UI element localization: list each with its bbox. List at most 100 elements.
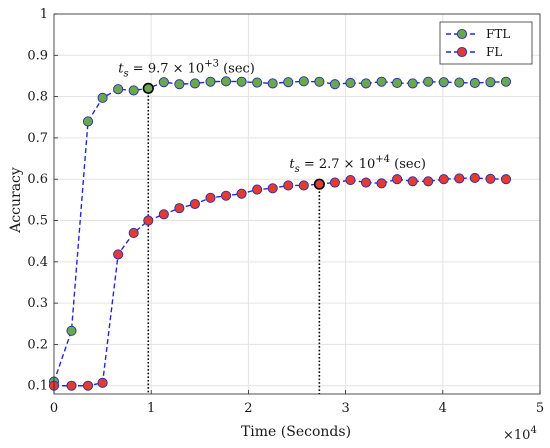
- x-tick-label: 1: [147, 401, 155, 416]
- y-tick-label: 0.8: [27, 90, 48, 105]
- data-point-ftl: [97, 92, 108, 103]
- data-point-fl: [113, 249, 124, 260]
- data-point-fl: [128, 227, 139, 238]
- highlighted-point: [142, 82, 154, 94]
- data-point-fl: [500, 174, 512, 185]
- annotation-sup: +4: [375, 154, 390, 165]
- x-tick-label: 5: [536, 401, 544, 416]
- data-point-fl: [485, 173, 496, 184]
- data-point-fl: [345, 174, 356, 186]
- annotations: ts = 9.7 × 10+3 (sec)ts = 2.7 × 10+4 (se…: [118, 58, 426, 175]
- y-tick-label: 0.2: [27, 337, 48, 352]
- x-tick-label: 0: [50, 401, 58, 416]
- data-point-fl: [360, 177, 372, 188]
- data-point-fl: [220, 190, 232, 201]
- data-point-ftl: [454, 77, 465, 88]
- data-point-ftl: [189, 78, 200, 89]
- annotation-unit: (sec): [390, 157, 426, 172]
- series-markers: [48, 76, 512, 391]
- x-exponent-mantissa: ×10: [503, 428, 530, 443]
- y-tick-label: 0.5: [27, 214, 48, 229]
- annotation-unit: (sec): [219, 61, 255, 76]
- data-point-ftl: [66, 325, 77, 336]
- data-point-fl: [454, 173, 465, 184]
- data-point-fl: [267, 183, 278, 194]
- data-point-fl: [392, 174, 403, 185]
- data-point-ftl: [407, 78, 418, 89]
- legend-label-fl: FL: [486, 45, 502, 59]
- annotation-var: t: [289, 157, 295, 172]
- y-tick-label: 0.6: [27, 172, 48, 187]
- annotation-sub: s: [124, 68, 129, 79]
- y-tick-labels: 0.1 0.2 0.3 0.4 0.5 0.6 0.7 0.8 0.9 1: [27, 7, 48, 394]
- data-point-fl: [283, 180, 294, 191]
- x-exponent-power: 4: [530, 425, 536, 436]
- data-point-ftl: [158, 77, 169, 88]
- plot-frame: [53, 13, 541, 395]
- legend-marker-fl: [456, 46, 468, 58]
- data-point-fl: [252, 184, 263, 195]
- annotation-label: ts = 9.7 × 10+3 (sec): [118, 58, 255, 79]
- x-tick-label: 4: [439, 401, 447, 416]
- data-point-ftl: [174, 79, 185, 90]
- data-point-ftl: [485, 77, 496, 88]
- data-point-fl: [469, 172, 480, 184]
- data-point-ftl: [314, 76, 325, 87]
- plot-area: [54, 14, 540, 394]
- x-tick-labels: 0 1 2 3 4 5: [50, 401, 544, 416]
- data-point-fl: [329, 177, 340, 188]
- x-axis-exponent: ×104: [503, 425, 537, 443]
- data-point-fl: [438, 174, 449, 185]
- y-tick-label: 0.9: [27, 48, 48, 63]
- annotation-body: = 9.7 × 10: [129, 61, 205, 76]
- data-point-ftl: [345, 77, 356, 89]
- data-point-fl: [66, 380, 77, 391]
- data-point-ftl: [376, 76, 387, 87]
- annotation-drop-lines: [147, 88, 321, 394]
- data-point-fl: [158, 209, 169, 220]
- data-point-fl: [298, 180, 309, 191]
- data-point-fl: [82, 380, 94, 391]
- data-point-fl: [205, 192, 216, 203]
- y-tick-label: 0.4: [27, 255, 48, 270]
- data-point-ftl: [438, 77, 449, 88]
- annotation-var: t: [118, 61, 124, 76]
- data-point-ftl: [423, 76, 434, 87]
- data-point-fl: [423, 176, 434, 187]
- y-tick-label: 0.3: [27, 296, 48, 311]
- data-point-ftl: [220, 76, 232, 87]
- data-point-ftl: [205, 76, 216, 87]
- data-point-ftl: [236, 76, 247, 87]
- data-point-ftl: [469, 77, 480, 89]
- data-point-ftl: [283, 77, 294, 88]
- legend: FTL FL: [439, 21, 533, 65]
- x-axis-label: Time (Seconds): [241, 424, 351, 440]
- data-point-fl: [376, 178, 387, 189]
- highlighted-point: [313, 178, 325, 190]
- data-point-ftl: [360, 78, 372, 89]
- annotation-sup: +3: [204, 58, 219, 69]
- data-point-ftl: [128, 85, 139, 96]
- annotation-body: = 2.7 × 10: [300, 157, 376, 172]
- legend-marker-ftl: [456, 28, 468, 40]
- data-point-ftl: [392, 77, 403, 89]
- x-tick-label: 3: [341, 401, 349, 416]
- data-point-fl: [97, 377, 108, 388]
- legend-box: [439, 21, 533, 65]
- data-point-ftl: [82, 116, 94, 127]
- y-tick-label: 0.1: [27, 379, 48, 394]
- data-point-fl: [174, 203, 185, 214]
- data-point-ftl: [267, 78, 278, 89]
- data-point-fl: [407, 176, 418, 187]
- y-tick-label: 0.7: [27, 131, 48, 146]
- data-point-ftl: [500, 76, 512, 87]
- annotation-label: ts = 2.7 × 10+4 (sec): [289, 154, 426, 175]
- data-point-ftl: [252, 77, 263, 88]
- x-tick-label: 2: [244, 401, 252, 416]
- data-point-ftl: [113, 84, 124, 95]
- y-tick-label: 1: [40, 7, 48, 22]
- data-point-fl: [236, 188, 247, 199]
- data-point-ftl: [329, 79, 340, 90]
- y-axis-label: Accuracy: [8, 167, 24, 234]
